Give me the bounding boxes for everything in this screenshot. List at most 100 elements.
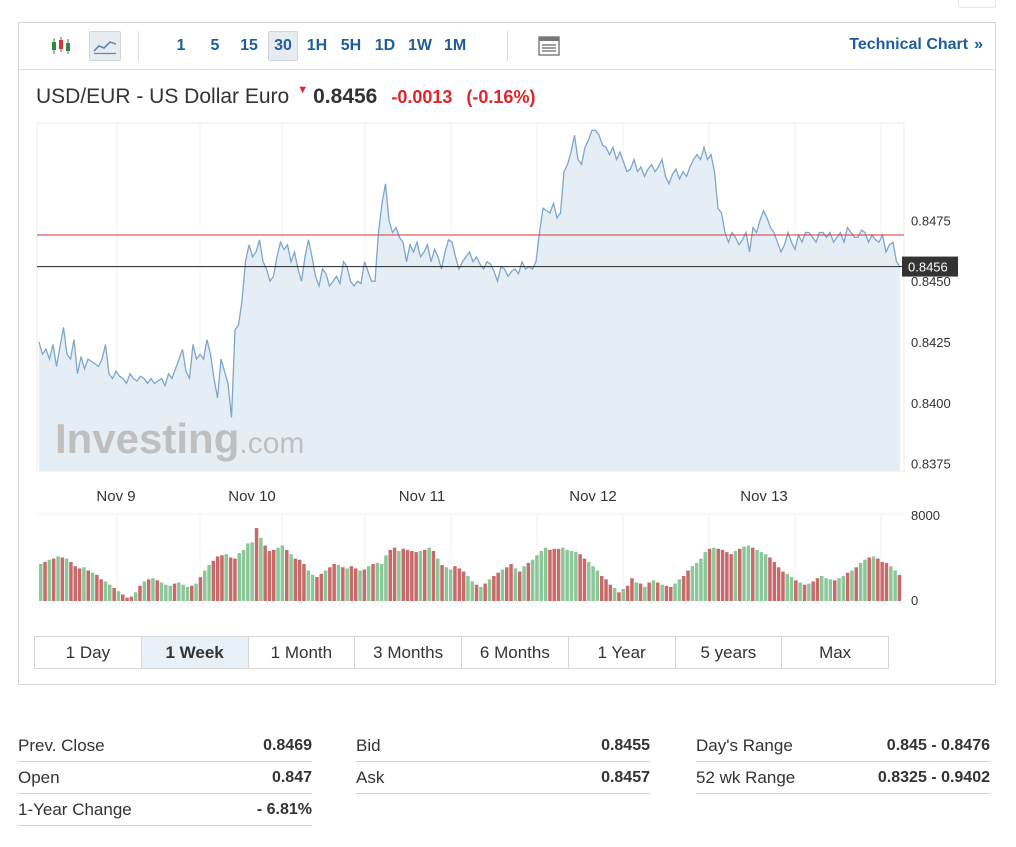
volume-bar <box>194 583 198 601</box>
range-tab-1-year[interactable]: 1 Year <box>568 637 676 668</box>
volume-bar <box>254 528 259 601</box>
volume-bar <box>474 584 479 601</box>
volume-bar <box>431 551 436 601</box>
range-tab-1-day[interactable]: 1 Day <box>35 637 142 668</box>
interval-1h[interactable]: 1H <box>306 37 328 54</box>
volume-bar <box>69 561 73 601</box>
stat-row-ask: Ask 0.8457 <box>356 762 650 794</box>
volume-bar <box>99 579 103 602</box>
range-tab-1-month[interactable]: 1 Month <box>248 637 356 668</box>
volume-bar <box>487 579 492 602</box>
volume-bar <box>233 558 237 601</box>
volume-bar <box>310 574 315 601</box>
range-tab-5-years[interactable]: 5 years <box>675 637 783 668</box>
table-icon[interactable] <box>533 31 565 61</box>
candlestick-icon[interactable] <box>45 31 77 61</box>
interval-1[interactable]: 1 <box>176 37 186 54</box>
volume-bar <box>133 592 138 601</box>
range-tab-1-week[interactable]: 1 Week <box>141 637 249 668</box>
toolbar-separator <box>507 31 508 61</box>
volume-bar <box>625 585 630 601</box>
technical-chart-label: Technical Chart <box>849 36 969 53</box>
volume-bar <box>77 568 82 601</box>
volume-bar <box>699 558 703 601</box>
volume-bar <box>513 568 518 601</box>
interval-5[interactable]: 5 <box>210 37 220 54</box>
volume-bar <box>604 579 608 602</box>
volume-bar <box>656 582 660 601</box>
interval-5h[interactable]: 5H <box>340 37 362 54</box>
volume-bar <box>556 548 561 601</box>
volume-bar <box>608 584 613 601</box>
technical-chart-link[interactable]: Technical Chart » <box>849 36 983 54</box>
volume-bar <box>638 583 643 601</box>
volume-bar <box>716 548 720 601</box>
volume-bar <box>733 551 738 601</box>
volume-bar <box>673 583 677 601</box>
volume-bar <box>220 555 224 601</box>
stat-row-open: Open 0.847 <box>18 762 312 794</box>
volume-bar <box>746 545 751 601</box>
volume-bar <box>366 566 371 601</box>
volume-bar <box>681 576 686 601</box>
volume-bar <box>401 548 405 601</box>
range-tab-max[interactable]: Max <box>782 637 888 668</box>
volume-bar <box>461 571 466 601</box>
volume-bar <box>172 583 177 601</box>
volume-bar <box>138 585 142 601</box>
volume-bar <box>798 582 802 601</box>
volume-bar <box>785 573 789 601</box>
range-tab-6-months[interactable]: 6 Months <box>462 637 569 668</box>
instrument-name: USD/EUR - US Dollar Euro <box>36 85 290 108</box>
volume-bar <box>440 565 444 601</box>
volume-bar <box>190 585 194 601</box>
double-chevron-right-icon: » <box>974 36 983 53</box>
interval-1m[interactable]: 1M <box>444 37 467 54</box>
volume-bar <box>794 580 798 601</box>
volume-bar <box>129 596 134 601</box>
volume-bar <box>349 566 354 601</box>
last-price-tag <box>902 256 958 277</box>
volume-bar <box>479 586 483 601</box>
y-tick-label: 0.8425 <box>911 335 951 350</box>
volume-bar <box>90 572 95 601</box>
stat-label: Prev. Close <box>18 735 105 755</box>
stat-value: 0.8325 - 0.9402 <box>877 768 990 786</box>
volume-bar <box>177 582 181 601</box>
volume-bar <box>781 571 785 601</box>
volume-bar <box>453 566 457 601</box>
volume-bar <box>703 552 707 601</box>
volume-bar <box>621 589 625 601</box>
volume-bar <box>168 585 172 601</box>
volume-bar <box>578 554 582 601</box>
volume-bar <box>574 552 578 601</box>
range-tab-3-months[interactable]: 3 Months <box>355 637 462 668</box>
volume-bar <box>884 562 889 601</box>
volume-bar <box>64 558 69 601</box>
volume-bar <box>647 582 651 601</box>
volume-bar <box>379 564 384 601</box>
stat-label: 52 wk Range <box>696 767 796 787</box>
volume-bar <box>876 558 880 601</box>
volume-bar <box>444 567 449 601</box>
volume-bar <box>121 594 125 601</box>
volume-bar <box>600 576 604 601</box>
x-tick-label: Nov 11 <box>399 488 445 505</box>
stat-label: 1-Year Change <box>18 799 132 819</box>
volume-bar <box>293 558 298 601</box>
volume-bar <box>246 543 250 601</box>
interval-15[interactable]: 15 <box>240 37 258 54</box>
interval-1w[interactable]: 1W <box>408 37 432 54</box>
volume-bar <box>159 582 164 601</box>
line-chart-icon[interactable] <box>89 31 121 61</box>
volume-bar <box>207 565 211 601</box>
top-corner-tab <box>958 0 996 8</box>
volume-bar <box>807 583 811 601</box>
interval-1d[interactable]: 1D <box>374 37 396 54</box>
volume-bar <box>595 570 600 601</box>
price-chart[interactable]: Investing.com 0.8475 0.8450 0.8425 0.8400 0.8… <box>19 23 995 628</box>
interval-30[interactable]: 30 <box>268 31 298 61</box>
volume-bar <box>720 549 725 601</box>
volume-bar <box>224 554 228 601</box>
volume-bar <box>103 581 108 601</box>
